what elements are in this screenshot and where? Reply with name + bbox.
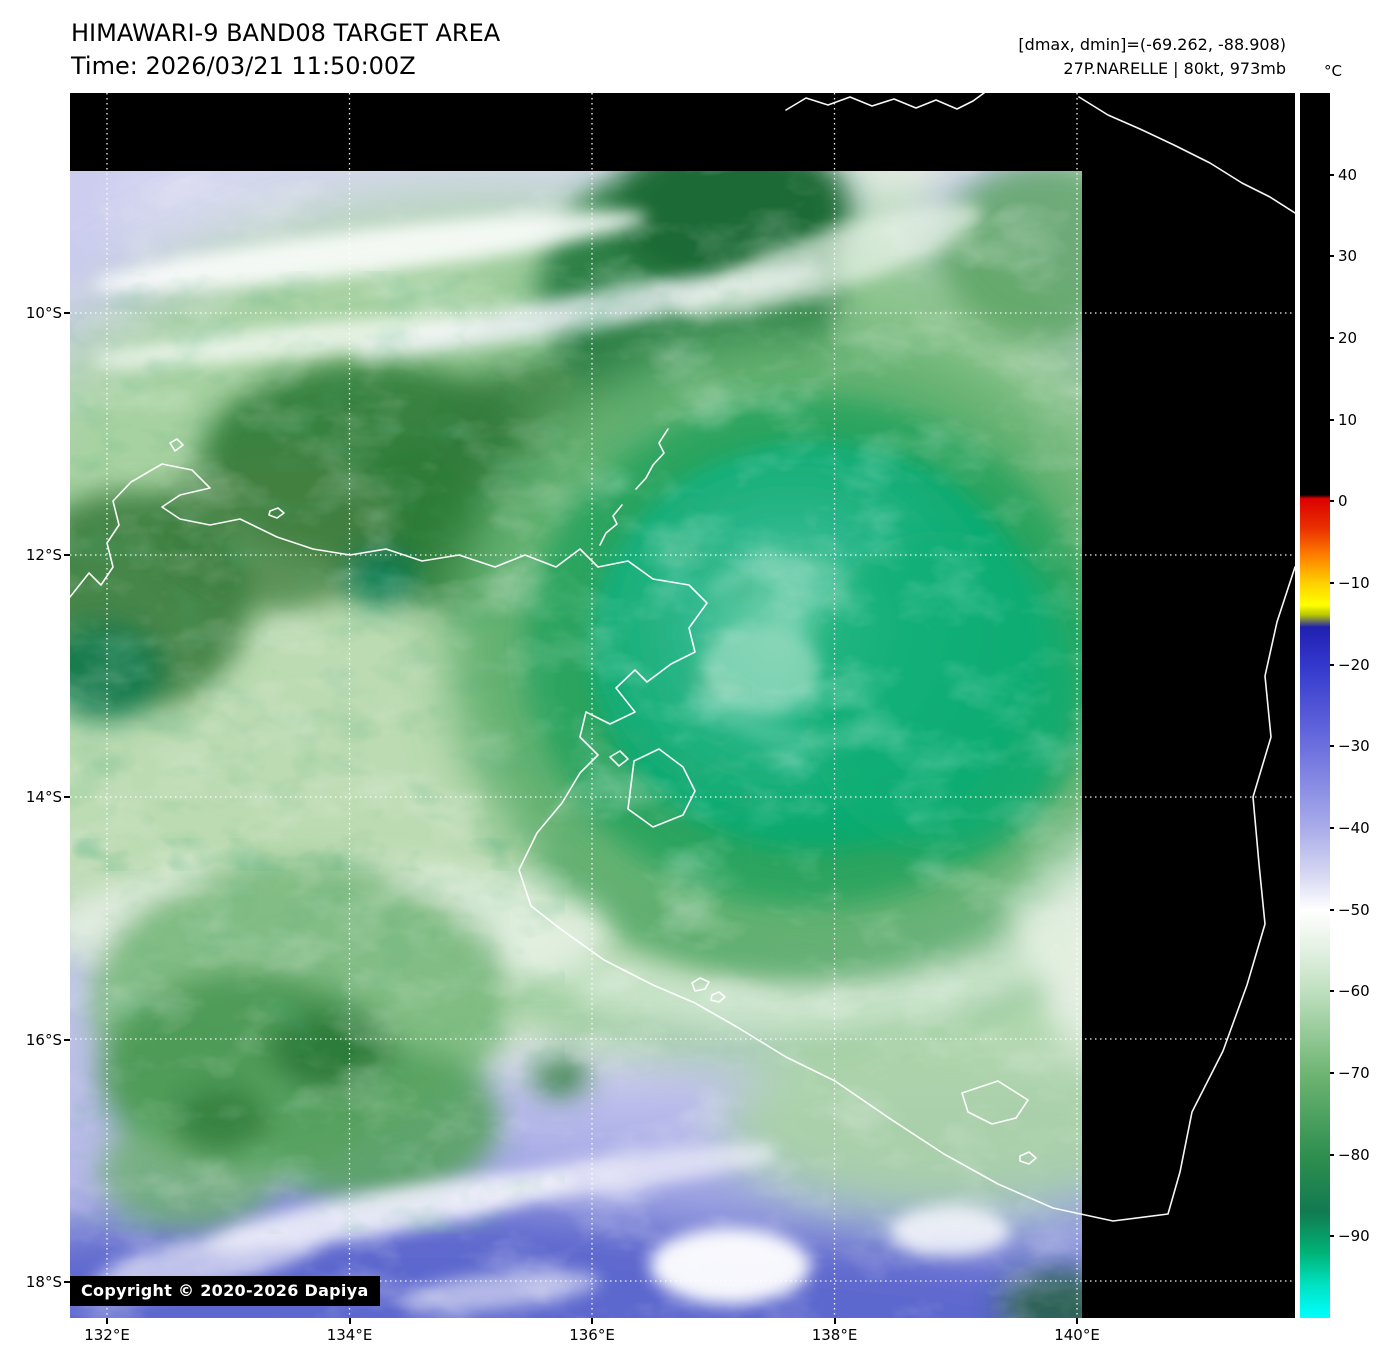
colorbar-tick-label: −70 — [1338, 1064, 1370, 1082]
lon-axis-tick — [833, 1318, 836, 1324]
storm-info: 27P.NARELLE | 80kt, 973mb — [1063, 59, 1286, 78]
colorbar-tick-label: 20 — [1338, 329, 1358, 347]
colorbar-tick-mark — [1330, 418, 1334, 421]
gridlines — [70, 93, 1295, 1318]
colorbar-tick-mark — [1330, 827, 1334, 829]
dmax-dmin-readout: [dmax, dmin]=(-69.262, -88.908) — [1018, 35, 1286, 54]
colorbar-tick-mark — [1330, 990, 1334, 993]
colorbar-gradient — [1300, 93, 1330, 1318]
map-plot: Copyright © 2020-2026 Dapiya — [70, 93, 1295, 1318]
header-right: [dmax, dmin]=(-69.262, -88.908) 27P.NARE… — [1018, 33, 1286, 81]
colorbar-tick-mark — [1330, 173, 1334, 176]
colorbar-tick-mark — [1330, 663, 1334, 666]
figure-title: HIMAWARI-9 BAND08 TARGET AREA — [71, 19, 501, 47]
colorbar-tick-label: −10 — [1338, 574, 1370, 592]
lon-axis-tick — [1076, 1318, 1078, 1324]
lat-axis-tick — [64, 796, 70, 798]
lat-axis-tick — [64, 1281, 70, 1283]
lon-axis-label: 134°E — [326, 1326, 373, 1344]
colorbar-tick-label: 0 — [1338, 492, 1348, 511]
colorbar-tick-label: −80 — [1338, 1145, 1370, 1164]
colorbar-tick-mark — [1330, 582, 1334, 584]
colorbar-tick-mark — [1330, 1235, 1334, 1238]
figure-time: Time: 2026/03/21 11:50:00Z — [71, 52, 416, 80]
coastlines — [70, 93, 1295, 1222]
colorbar-unit-label: °C — [1324, 62, 1342, 80]
colorbar-tick-label: −90 — [1338, 1227, 1370, 1246]
colorbar-tick-mark — [1330, 337, 1334, 339]
colorbar-tick-label: −50 — [1338, 900, 1370, 919]
colorbar-tick-mark — [1330, 500, 1334, 503]
lat-axis-label: 12°S — [25, 546, 62, 564]
lon-axis-label: 138°E — [811, 1326, 858, 1344]
lat-axis-tick — [64, 1039, 70, 1041]
lon-axis-label: 136°E — [569, 1326, 615, 1344]
colorbar-tick-label: −20 — [1338, 655, 1370, 674]
lon-axis-label: 140°E — [1054, 1326, 1100, 1344]
lat-axis-tick — [64, 554, 70, 556]
copyright-label: Copyright © 2020-2026 Dapiya — [70, 1276, 380, 1306]
colorbar-tick-label: −40 — [1338, 819, 1370, 837]
lat-axis-label: 10°S — [25, 304, 62, 322]
colorbar-tick-mark — [1330, 255, 1334, 258]
lat-axis-label: 16°S — [25, 1031, 62, 1049]
lon-axis-label: 132°E — [84, 1326, 130, 1344]
grid-coastline-overlay — [70, 93, 1295, 1318]
colorbar — [1300, 93, 1330, 1318]
colorbar-tick-label: 10 — [1338, 410, 1358, 429]
colorbar-ticks: 40 30 20 10 0 −10 −20 −30 −40 −50 −60 −70 −80 −90 — [1330, 93, 1388, 1318]
colorbar-tick-label: −60 — [1338, 982, 1370, 1001]
lat-axis-label: 14°S — [25, 788, 62, 806]
colorbar-tick-mark — [1330, 745, 1334, 748]
colorbar-tick-label: 40 — [1338, 165, 1358, 184]
colorbar-tick-label: −30 — [1338, 737, 1370, 756]
lon-axis-tick — [106, 1318, 108, 1324]
lat-axis-tick — [64, 312, 70, 314]
colorbar-tick-label: 30 — [1338, 247, 1358, 266]
lon-axis-tick — [348, 1318, 351, 1324]
satellite-imagery — [70, 171, 1082, 1318]
lat-axis-label: 18°S — [25, 1273, 62, 1291]
colorbar-tick-mark — [1330, 908, 1334, 911]
colorbar-tick-mark — [1330, 1153, 1334, 1156]
lon-axis-tick — [591, 1318, 593, 1324]
colorbar-tick-mark — [1330, 1072, 1334, 1074]
